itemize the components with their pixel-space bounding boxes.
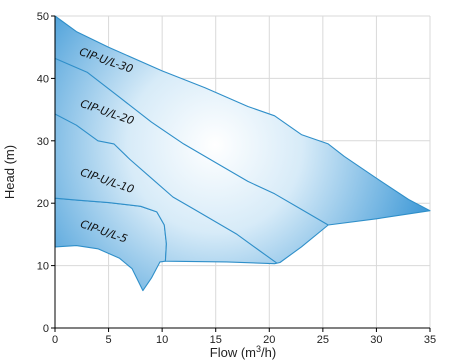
- curve-cip-10: [54, 113, 278, 264]
- x-tick-label: 15: [210, 334, 222, 346]
- y-tick-label: 50: [37, 11, 49, 23]
- x-axis-ticks: 0 5 10 15 20 25 30 35: [52, 328, 436, 346]
- y-tick-label: 40: [37, 73, 49, 85]
- y-tick-label: 10: [37, 261, 49, 273]
- x-axis-title-suffix: /h): [261, 345, 276, 360]
- x-tick-label: 35: [424, 334, 436, 346]
- x-tick-label: 30: [370, 334, 382, 346]
- y-tick-label: 0: [43, 323, 49, 335]
- x-axis-title: Flow (m3/h): [210, 344, 276, 360]
- x-tick-label: 5: [106, 334, 112, 346]
- axes: [54, 16, 430, 329]
- curve-cip-20: [54, 57, 329, 226]
- region-small: [54, 197, 167, 292]
- performance-regions: [54, 15, 431, 292]
- x-tick-label: 0: [52, 334, 58, 346]
- y-axis-ticks: 0 10 20 30 40 50: [37, 11, 55, 335]
- region-large: [54, 15, 431, 265]
- y-tick-label: 20: [37, 198, 49, 210]
- x-tick-label: 20: [263, 334, 275, 346]
- performance-curves: [54, 57, 329, 264]
- y-tick-label: 30: [37, 136, 49, 148]
- y-axis-title: Head (m): [2, 145, 17, 199]
- x-axis-title-superscript: 3: [256, 344, 261, 354]
- x-tick-label: 10: [156, 334, 168, 346]
- x-axis-title-main: Flow (m: [210, 345, 256, 360]
- x-tick-label: 25: [317, 334, 329, 346]
